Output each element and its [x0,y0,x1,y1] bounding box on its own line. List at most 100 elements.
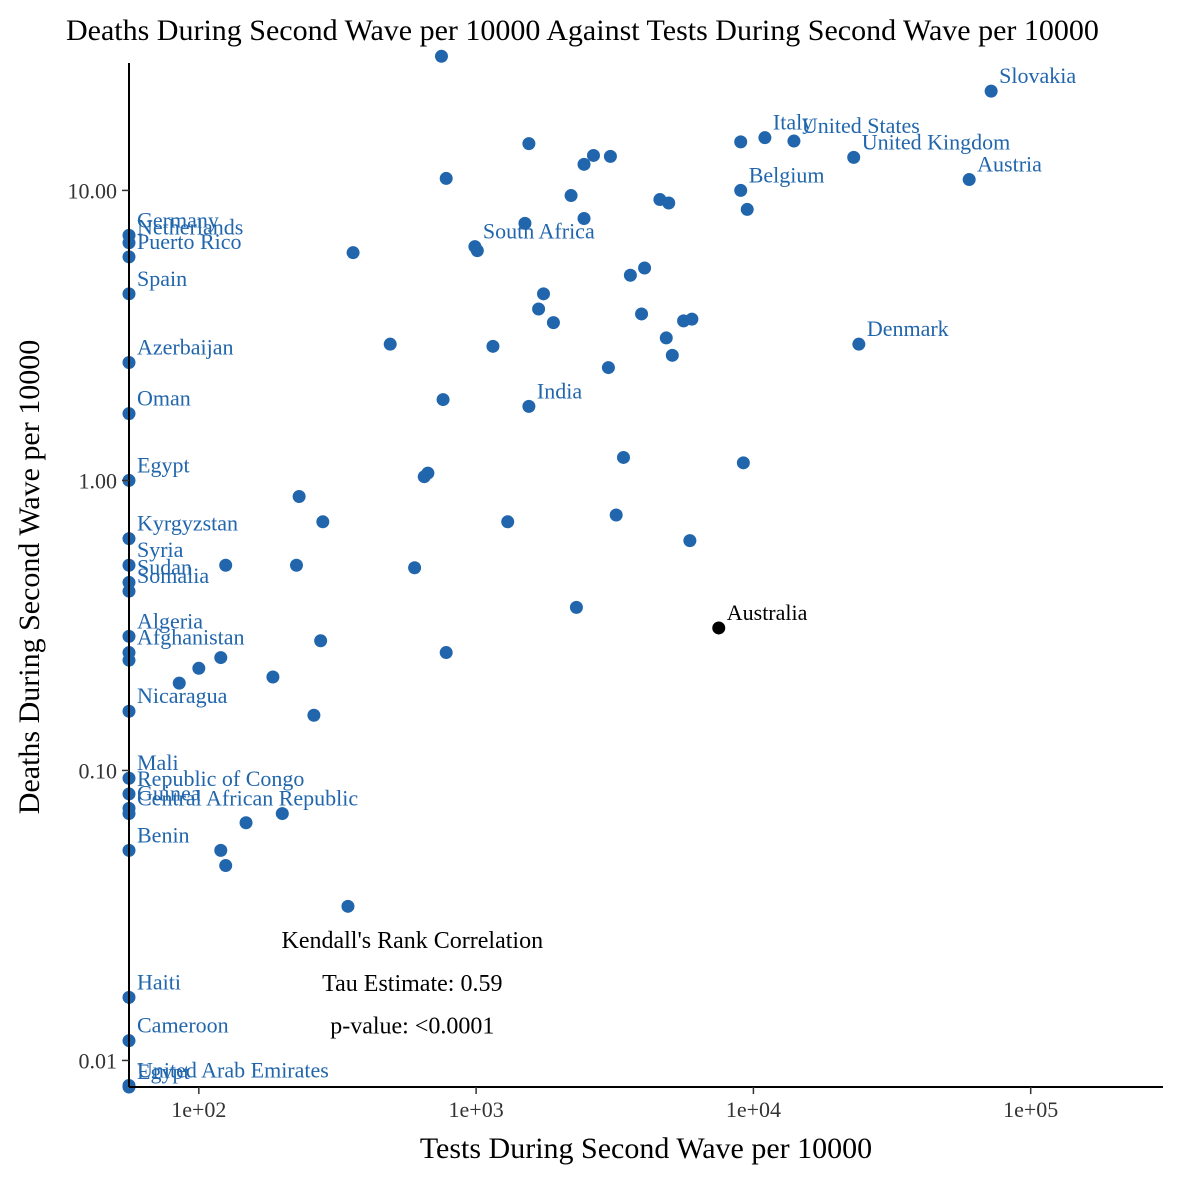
point-label: Netherlands [137,215,243,240]
point-label: Sudan [137,554,192,579]
data-point [434,49,448,63]
point-label: Azerbaijan [137,335,234,360]
data-point [577,157,591,171]
point-label: Denmark [867,316,949,341]
data-point [847,150,861,164]
point-label: United Kingdom [862,129,1011,154]
data-point [214,651,228,665]
data-point [341,899,355,913]
point-label: India [537,378,582,403]
data-point [292,490,306,504]
data-point [638,261,652,275]
data-point [546,316,560,330]
x-tick-label: 1e+04 [726,1097,781,1122]
data-point [486,339,500,353]
annotation-line: Tau Estimate: 0.59 [322,971,502,997]
point-label: South Africa [483,219,595,244]
point-label: Somalia [137,563,209,588]
x-tick-label: 1e+02 [171,1097,226,1122]
data-point [266,670,280,684]
annotation-line: Kendall's Rank Correlation [281,928,543,954]
data-point [275,807,289,821]
x-axis-title: Tests During Second Wave per 10000 [420,1132,872,1165]
data-point [239,816,253,830]
point-label: Australia [727,600,808,625]
y-tick-label: 10.00 [68,178,118,203]
data-point [316,515,330,529]
data-point [683,534,697,548]
y-tick-label: 1.00 [79,468,118,493]
point-label: Slovakia [999,63,1076,88]
point-label: Cameroon [137,1013,229,1038]
x-axis: 1e+02 1e+03 1e+04 1e+05 [129,1086,1163,1122]
data-point [417,470,431,484]
point-label: Guinea [137,780,201,805]
data-point [712,621,726,635]
data-point [192,661,206,675]
correlation-annotation: Kendall's Rank Correlation Tau Estimate: … [281,928,543,1039]
point-label: Egypt [137,1059,190,1084]
data-point [436,393,450,407]
data-point [662,196,676,210]
data-point [623,268,637,282]
y-tick-label: 0.10 [79,758,118,783]
y-tick-label: 0.01 [79,1048,118,1073]
x-tick-label: 1e+05 [1003,1097,1058,1122]
data-point [787,134,801,148]
point-label: Germany [137,207,219,232]
point-label: United Arab Emirates [137,1057,329,1082]
point-label: Belgium [749,162,825,187]
data-point [740,202,754,216]
data-point [609,508,623,522]
data-point [685,312,699,326]
point-label: Algeria [137,608,203,633]
data-point [665,348,679,362]
data-point [470,244,484,258]
data-point [501,515,515,529]
point-label: Italy [773,110,813,135]
data-point [852,337,866,351]
point-label: Haiti [137,969,181,994]
x-tick-label: 1e+03 [449,1097,504,1122]
data-point [522,399,536,413]
point-label: Central African Republic [137,786,358,811]
data-point [603,149,617,163]
point-label: Egypt [137,452,190,477]
data-point [314,634,328,648]
data-point [586,148,600,162]
data-point [734,135,748,149]
data-point [219,558,233,572]
data-point [172,676,186,690]
data-point [439,171,453,185]
data-point [734,183,748,197]
point-label: Republic of Congo [137,766,304,791]
point-label: Spain [137,266,187,291]
data-point [962,173,976,187]
point-label: Mali [137,750,179,775]
data-point [577,212,591,226]
data-point [307,708,321,722]
chart-title: Deaths During Second Wave per 10000 Agai… [66,14,1099,47]
point-label: Nicaragua [137,683,228,708]
point-label: Kyrgyzstan [137,511,238,536]
point-label: Austria [977,152,1042,177]
annotation-line: p-value: <0.0001 [330,1013,494,1039]
point-label: Syria [137,537,184,562]
data-point [289,558,303,572]
data-point [616,450,630,464]
data-point [537,287,551,301]
point-label: Puerto Rico [137,229,242,254]
data-point [439,646,453,660]
data-point [659,331,673,345]
y-axis-title: Deaths During Second Wave per 10000 [13,340,46,814]
data-point [518,216,532,230]
data-point [635,307,649,321]
point-label: Oman [137,386,191,411]
data-point [214,843,228,857]
data-point [564,189,578,203]
data-point [569,600,583,614]
data-point [219,859,233,873]
point-label: Benin [137,822,190,847]
